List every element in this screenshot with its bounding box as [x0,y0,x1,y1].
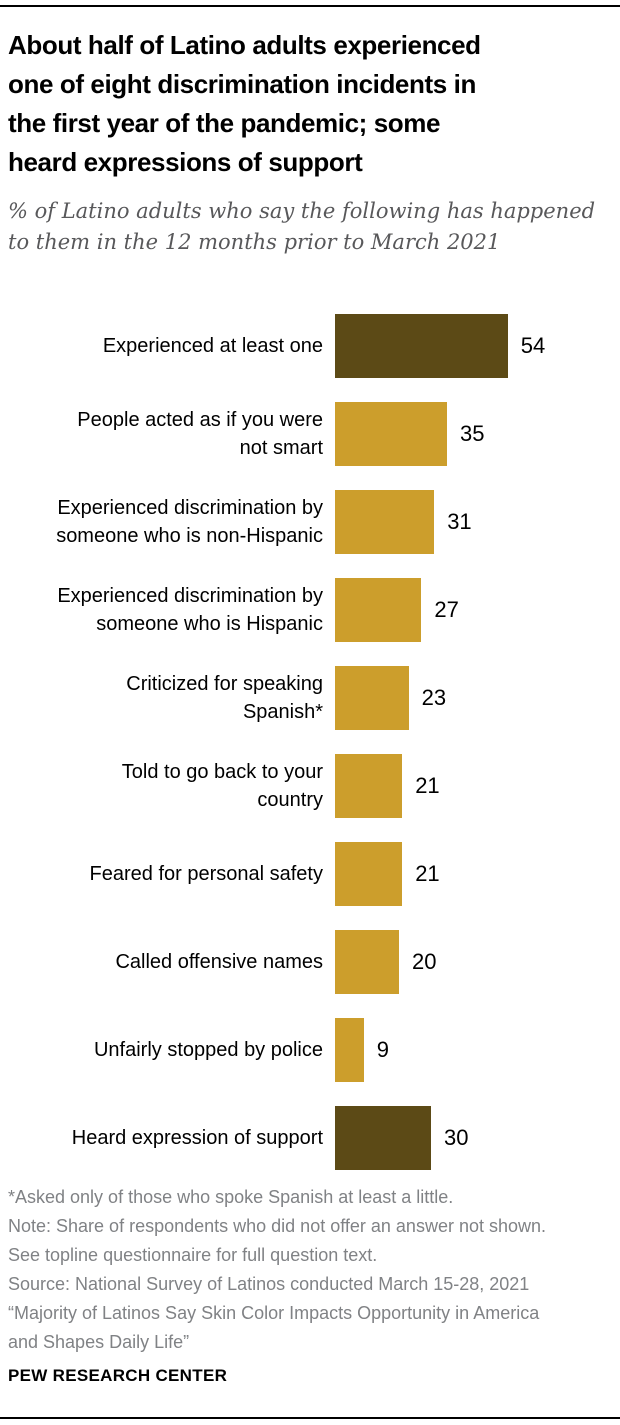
category-label: People acted as if you were not smart [77,409,323,459]
bar-row: Unfairly stopped by police 9 [0,1006,620,1094]
bar [335,754,403,818]
bar [335,842,403,906]
category-label: Told to go back to your country [121,761,323,811]
value-label: 23 [421,685,447,710]
category-label: Experienced discrimination by someone wh… [56,497,323,547]
bar-row: Criticized for speaking Spanish* 23 [0,654,620,742]
bar-cell: 9 [335,1018,620,1082]
bar-cell: 30 [335,1106,620,1170]
value-label: 35 [460,421,485,446]
brand-label: PEW RESEARCH CENTER [8,1366,228,1385]
bar-cell: 21 [335,754,620,818]
category-label: Unfairly stopped by police [93,1039,323,1061]
category-label: Heard expression of support [71,1127,323,1149]
value-label: 27 [434,597,459,622]
bar-row: People acted as if you were not smart 35 [0,390,620,478]
bar-cell: 27 [335,578,620,642]
category-label: Experienced discrimination by someone wh… [57,585,323,635]
bar-row: Heard expression of support 30 [0,1094,620,1182]
bottom-divider [0,1417,620,1419]
value-label: 20 [412,949,437,974]
bar-row: Feared for personal safety 21 [0,830,620,918]
bar-cell: 35 [335,402,620,466]
category-label: Criticized for speaking Spanish* [126,673,323,723]
page-title: About half of Latino adults experienced … [8,30,481,177]
bar [335,1106,431,1170]
bar [335,930,399,994]
bar-row: Experienced discrimination by someone wh… [0,478,620,566]
bar [335,490,435,554]
value-label: 54 [520,333,546,358]
bar-row: Experienced discrimination by someone wh… [0,566,620,654]
bar-row: Told to go back to your country 21 [0,742,620,830]
bar-cell: 31 [335,490,620,554]
value-label: 21 [415,773,440,798]
bar-chart: Experienced at least one 54 People acted a… [0,302,620,1182]
value-label: 9 [376,1037,390,1062]
category-label: Called offensive names [115,951,323,973]
category-label: Experienced at least one [102,335,323,357]
value-label: 21 [415,861,440,886]
category-label: Feared for personal safety [89,863,323,885]
value-label: 30 [444,1125,469,1150]
value-label: 31 [447,509,472,534]
bar [335,314,508,378]
bar-cell: 21 [335,842,620,906]
bar [335,578,422,642]
bar [335,1018,364,1082]
bar-cell: 23 [335,666,620,730]
top-divider [0,5,620,7]
chart-subtitle: % of Latino adults who say the following… [8,199,596,254]
bar [335,402,447,466]
bar-cell: 20 [335,930,620,994]
bar-cell: 54 [335,314,620,378]
bar-row: Called offensive names 20 [0,918,620,1006]
bar [335,666,409,730]
bar-row: Experienced at least one 54 [0,302,620,390]
footnotes: *Asked only of those who spoke Spanish a… [8,1187,547,1352]
